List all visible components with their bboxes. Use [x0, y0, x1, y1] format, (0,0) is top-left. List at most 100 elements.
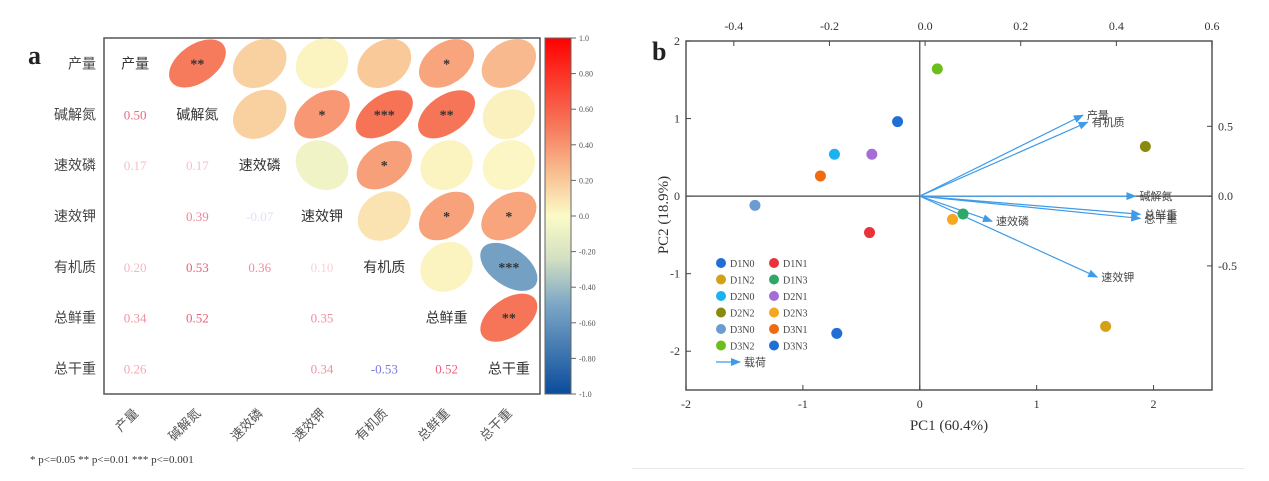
right-tick-label: 0.5 [1218, 119, 1233, 133]
correlation-value: 0.39 [186, 209, 209, 224]
y-tick-label: 0 [674, 189, 680, 203]
top-tick-label: 0.0 [918, 19, 933, 33]
correlation-ellipse [419, 39, 475, 88]
legend-marker [716, 274, 726, 285]
correlation-value: -0.53 [371, 362, 398, 377]
legend-label: D1N1 [783, 259, 807, 270]
sample-point [831, 327, 843, 339]
correlation-ellipse [420, 241, 473, 292]
loading-label: 速效钾 [1101, 270, 1134, 284]
diagonal-label: 总干重 [488, 362, 530, 378]
correlation-value: 0.10 [311, 260, 334, 275]
sample-point [1100, 320, 1112, 332]
sample-point [931, 63, 943, 75]
legend-marker [716, 340, 726, 351]
correlation-value: 0.20 [124, 260, 147, 275]
correlation-value: 0.34 [311, 362, 334, 377]
correlation-value: 0.52 [435, 362, 458, 377]
colorbar-tick-label: 0.80 [579, 70, 593, 79]
plot-frame [685, 40, 1213, 391]
loading-label: 产量 [1087, 108, 1109, 122]
row-label: 碱解氮 [54, 107, 96, 123]
significance-stars: * [443, 57, 450, 72]
colorbar-tick-label: 1.0 [579, 34, 589, 43]
correlation-value: 0.36 [248, 260, 271, 275]
correlation-ellipse [232, 89, 287, 139]
row-label: 总干重 [54, 362, 96, 378]
correlation-value: 0.52 [186, 311, 209, 326]
correlation-ellipse [481, 191, 537, 241]
legend-marker [716, 258, 726, 268]
matrix-frame [103, 37, 541, 395]
loading-arrow [919, 121, 1089, 197]
diagonal-label: 碱解氮 [176, 107, 218, 123]
divider-line [632, 468, 1244, 469]
significance-stars: ** [502, 312, 516, 327]
correlation-value: 0.17 [186, 158, 209, 173]
correlation-ellipse [169, 39, 226, 88]
correlation-value: 0.35 [311, 311, 334, 326]
correlation-ellipse [355, 90, 413, 139]
correlation-ellipse [480, 293, 538, 342]
loading-label: 碱解氮 [1139, 189, 1172, 203]
sample-point [828, 148, 840, 160]
sample-point [1139, 140, 1151, 152]
colorbar-tick-label: -1.0 [579, 390, 592, 399]
correlation-value: 0.50 [124, 107, 147, 122]
legend-label: D2N0 [730, 292, 754, 303]
legend-label: D1N0 [730, 259, 754, 270]
y-tick-label: 2 [674, 34, 680, 48]
legend-label: D2N1 [783, 292, 807, 303]
significance-stars: ** [190, 57, 204, 72]
legend-marker [769, 291, 779, 301]
legend-marker [769, 324, 779, 334]
sample-point [749, 199, 761, 211]
sample-point [814, 170, 826, 182]
sample-point [957, 208, 969, 220]
colorbar-tick-label: 0.0 [579, 212, 589, 221]
sample-point [864, 227, 876, 239]
sample-point [947, 213, 959, 225]
correlation-ellipse [418, 90, 476, 139]
significance-stars: * [443, 210, 450, 225]
correlation-ellipse [357, 191, 411, 241]
sample-point [866, 148, 878, 160]
correlation-ellipse [294, 90, 350, 139]
top-tick-label: -0.4 [724, 19, 743, 33]
colorbar-tick-label: -0.40 [579, 283, 596, 292]
legend-label: D3N3 [783, 342, 807, 353]
loading-label: 有机质 [1092, 115, 1125, 129]
correlation-ellipse [482, 140, 535, 191]
legend-marker [769, 258, 779, 268]
significance-stars: ** [440, 108, 454, 123]
x-tick-label: 0 [917, 397, 923, 411]
legend-label: D3N1 [783, 325, 807, 336]
row-label: 速效钾 [54, 209, 96, 225]
x-tick-label: 2 [1151, 397, 1157, 411]
loading-arrow [919, 195, 1142, 222]
correlation-ellipse [295, 38, 349, 89]
top-tick-label: 0.2 [1013, 19, 1028, 33]
legend-label: D3N2 [730, 342, 754, 353]
right-tick-label: -0.5 [1218, 259, 1237, 273]
colorbar-tick-label: -0.60 [579, 319, 596, 328]
legend-label: D1N2 [730, 276, 754, 287]
colorbar-tick-label: 0.40 [579, 141, 593, 150]
diagonal-label: 速效磷 [239, 158, 281, 174]
correlation-ellipse [480, 242, 538, 291]
significance-stars: *** [374, 108, 395, 123]
correlation-value: 0.17 [124, 158, 147, 173]
significance-stars: *** [498, 261, 519, 276]
diagonal-label: 有机质 [363, 260, 405, 276]
correlation-ellipse [418, 191, 475, 241]
x-axis-title: PC1 (60.4%) [910, 418, 988, 434]
top-tick-label: 0.6 [1205, 19, 1220, 33]
correlation-value: 0.26 [124, 362, 147, 377]
correlation-ellipse [356, 140, 412, 190]
legend-marker [716, 291, 726, 301]
correlation-ellipse [482, 89, 536, 140]
significance-stars: * [505, 210, 512, 225]
legend-arrow-label: 载荷 [744, 356, 766, 369]
